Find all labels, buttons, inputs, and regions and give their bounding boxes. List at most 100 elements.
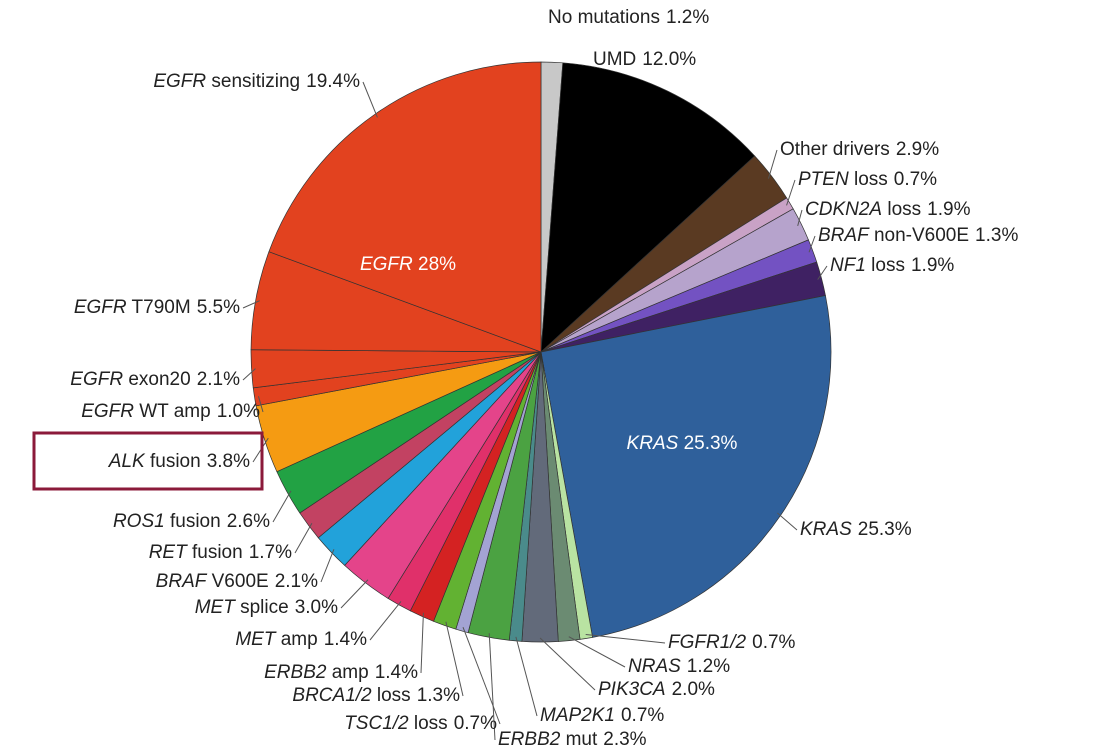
category-name: TSC1/2 loss [344,713,448,734]
label-rest: loss [866,255,905,276]
slice-label: PTEN loss 0.7% [798,169,937,190]
gene-name: PIK3CA [598,679,666,700]
slice-label: KRAS 25.3% [800,519,912,540]
leader-line [362,81,378,118]
leader-line [808,235,816,253]
category-name: ERBB2 mut [498,729,598,750]
slice-label: FGFR1/2 0.7% [668,632,796,653]
gene-name: ERBB2 [264,662,327,683]
slice-label: EGFR sensitizing 19.4% [153,71,360,92]
leader-line [767,149,778,179]
leader-line [585,633,666,644]
label-rest: mut [560,729,598,750]
inner-annotation: EGFR 28% [360,254,456,275]
category-name: CDKN2A loss [805,199,921,220]
slice-label: EGFR WT amp 1.0% [81,401,260,422]
value-label: 0.7% [752,632,795,653]
leader-line [420,612,424,674]
slice-label: MET amp 1.4% [235,629,367,650]
gene-name: FGFR1/2 [668,632,747,653]
category-name: PTEN loss [798,169,888,190]
category-name: EGFR exon20 [70,369,190,390]
value-label: 2.0% [672,679,715,700]
category-name: NF1 loss [830,255,905,276]
label-rest: splice [235,597,289,618]
label-rest: fusion [187,542,243,563]
category-name: PIK3CA [598,679,666,700]
label-rest: 25.3% [678,433,737,454]
gene-name: EGFR [153,71,206,92]
leader-line [242,368,256,381]
leader-line [777,512,798,531]
leader-line [568,636,626,668]
gene-name: ERBB2 [498,729,561,750]
label-rest: fusion [165,511,221,532]
category-name: UMD [593,49,636,70]
value-label: 0.7% [894,169,937,190]
category-name: MET amp [235,629,317,650]
leader-line [539,637,596,691]
gene-name: RET [149,542,188,563]
leader-line [320,549,335,583]
category-name: RET fusion [149,542,243,563]
value-label: 1.3% [975,225,1018,246]
inner-annotation: KRAS 25.3% [627,433,738,454]
category-name: EGFR WT amp [81,401,211,422]
value-label: 1.2% [666,7,709,28]
value-label: 3.8% [207,451,250,472]
slice-label: EGFR T790M 5.5% [74,297,240,318]
leader-line [445,621,464,697]
highlight-box [32,431,264,491]
gene-name: EGFR [70,369,123,390]
slice-label: PIK3CA 2.0% [598,679,715,700]
gene-name: ALK [108,451,146,472]
label-rest: sensitizing [206,71,300,92]
leader-line [797,209,803,227]
value-label: 0.7% [621,705,664,726]
gene-name: EGFR [81,401,134,422]
category-name: ALK fusion [108,451,201,472]
slice-label: NRAS 1.2% [628,656,730,677]
value-label: 12.0% [642,49,696,70]
slice-label: NF1 loss 1.9% [830,255,954,276]
slice-label: ROS1 fusion 2.6% [113,511,270,532]
slice-label: TSC1/2 loss 0.7% [344,713,497,734]
leader-line [786,179,796,206]
leader-line [272,490,292,523]
value-label: 2.1% [275,571,318,592]
value-label: 2.6% [227,511,270,532]
leader-line [488,633,496,741]
slice-label: Other drivers 2.9% [780,139,939,160]
gene-name: NF1 [830,255,866,276]
slice-label: CDKN2A loss 1.9% [805,199,971,220]
slice-label: MET splice 3.0% [195,597,338,618]
gene-name: EGFR [74,297,127,318]
category-name: EGFR sensitizing [153,71,300,92]
gene-name: EGFR [360,254,413,275]
slice-label: No mutations 1.2% [548,7,709,28]
category-name: BRAF V600E [156,571,269,592]
category-name: No mutations [548,7,660,28]
slice-label: BRAF non-V600E 1.3% [818,225,1018,246]
value-label: 1.7% [249,542,292,563]
category-name: KRAS [800,519,852,540]
slice-label: ERBB2 amp 1.4% [264,662,418,683]
category-name: EGFR T790M [74,297,191,318]
slice-label: EGFR exon20 2.1% [70,369,240,390]
slice-label: ERBB2 mut 2.3% [498,729,647,750]
value-label: 2.9% [896,139,939,160]
label-rest: 28% [413,254,456,275]
value-label: 2.1% [197,369,240,390]
category-name: Other drivers [780,139,890,160]
gene-name: NRAS [628,656,681,677]
slice [540,62,756,353]
leader-line [817,265,828,280]
slices [250,61,832,643]
slice-label: RET fusion 1.7% [149,542,292,563]
label-rest: loss [409,713,448,734]
value-label: 1.4% [375,662,418,683]
gene-name: MAP2K1 [540,705,615,726]
value-label: 3.0% [295,597,338,618]
leader-line [242,300,260,309]
